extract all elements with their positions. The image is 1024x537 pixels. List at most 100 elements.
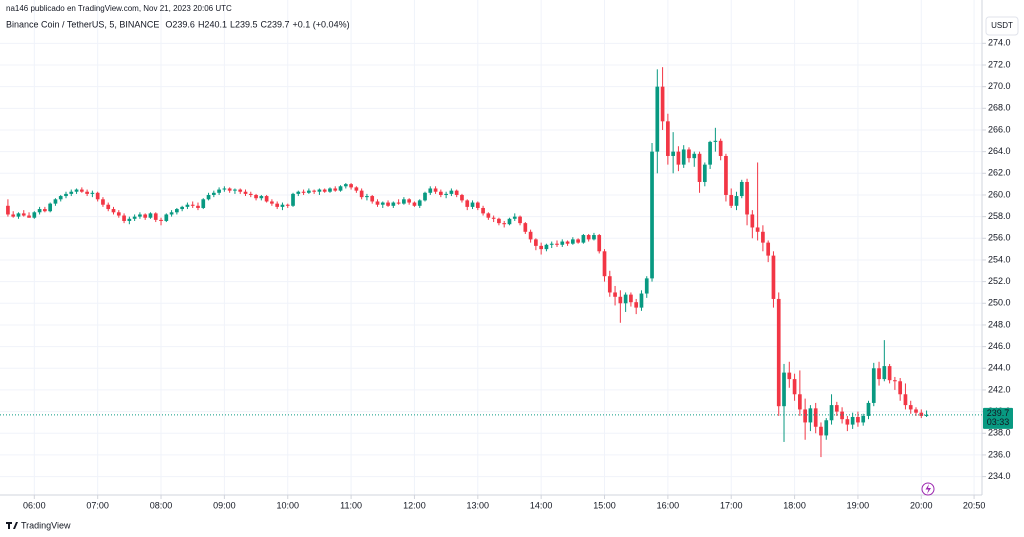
candle-body — [85, 191, 89, 194]
y-tick-label: 248.0 — [988, 319, 1011, 329]
candle-body — [914, 409, 918, 413]
candle-body — [175, 209, 179, 213]
x-tick-label: 12:00 — [403, 500, 426, 510]
candle-body — [301, 191, 306, 193]
candle-body — [871, 368, 876, 403]
candle-body — [655, 86, 660, 152]
candle-body — [74, 189, 79, 192]
candle-body — [248, 193, 253, 195]
candle-body — [692, 153, 697, 159]
candle-body — [169, 212, 174, 215]
candle-body — [787, 372, 792, 380]
candle-body — [322, 189, 327, 192]
y-tick-label: 246.0 — [988, 341, 1011, 351]
candle-body — [438, 191, 443, 195]
candle-body — [808, 408, 813, 423]
candle-body — [206, 194, 211, 200]
candle-body — [365, 196, 369, 198]
y-tick-label: 252.0 — [988, 276, 1011, 286]
candle-body — [518, 216, 522, 224]
candle-body — [629, 294, 633, 303]
candle-body — [95, 192, 100, 200]
x-tick-label: 06:00 — [23, 500, 46, 510]
candle-body — [391, 202, 396, 206]
candle-body — [718, 140, 723, 156]
candle-body — [644, 278, 649, 294]
candle-body — [908, 405, 913, 410]
candle-body — [829, 405, 834, 421]
candle-body — [259, 196, 264, 199]
candle-body — [417, 200, 422, 206]
candle-body — [43, 209, 47, 212]
x-tick-label: 17:00 — [720, 500, 743, 510]
last-price-label: 239.7 — [987, 408, 1010, 418]
ohlc-legend: L239.5 — [230, 19, 258, 29]
candle-body — [766, 242, 771, 256]
candle-body — [486, 213, 491, 218]
candle-body — [581, 235, 586, 243]
candle-body — [739, 181, 744, 197]
candle-body — [454, 190, 459, 195]
candle-body — [90, 192, 95, 194]
y-tick-label: 268.0 — [988, 103, 1011, 113]
candle-body — [312, 190, 316, 192]
candle-body — [343, 184, 348, 187]
candle-body — [475, 202, 480, 208]
candle-body — [349, 184, 353, 188]
candle-body — [824, 420, 829, 436]
candle-body — [227, 188, 232, 191]
y-tick-label: 234.0 — [988, 471, 1011, 481]
candle-body — [264, 196, 269, 202]
candle-body — [407, 199, 412, 203]
candle-body — [919, 412, 924, 416]
currency-button[interactable] — [985, 16, 1019, 36]
candle-body — [359, 190, 364, 198]
candle-body — [813, 408, 818, 427]
candle-body — [460, 194, 464, 201]
candle-body — [861, 415, 866, 423]
candle-body — [602, 251, 607, 277]
ohlc-legend: C239.7 — [261, 19, 290, 29]
candle-body — [211, 192, 216, 195]
candle-body — [882, 366, 887, 380]
candle-body — [243, 191, 248, 194]
y-tick-label: 260.0 — [988, 189, 1011, 199]
currency[interactable]: USDT — [991, 21, 1013, 30]
candle-body — [190, 204, 195, 206]
candle-body — [106, 204, 111, 210]
candle-body — [27, 215, 31, 218]
y-tick-label: 238.0 — [988, 428, 1011, 438]
candle-body — [386, 202, 390, 206]
candle-body — [502, 223, 507, 225]
candle-body — [671, 151, 675, 156]
candle-body — [296, 191, 301, 194]
candle-body — [634, 302, 639, 308]
candle-body — [798, 394, 802, 410]
y-tick-label: 256.0 — [988, 233, 1011, 243]
candle-body — [338, 186, 343, 191]
header: na146 publicado en TradingView.com, Nov … — [6, 4, 232, 13]
x-tick-label: 10:00 — [276, 500, 299, 510]
candle-body — [687, 149, 691, 159]
y-tick-label: 250.0 — [988, 298, 1011, 308]
y-tick-label: 274.0 — [988, 38, 1011, 48]
candle-body — [666, 121, 670, 156]
candle-body — [449, 190, 454, 194]
x-tick-label: 07:00 — [86, 500, 109, 510]
candle-body — [412, 202, 417, 206]
candle-body — [64, 193, 68, 197]
candle-body — [370, 196, 375, 202]
candle-body — [127, 218, 132, 221]
x-tick-label: 15:00 — [593, 500, 616, 510]
y-tick-label: 258.0 — [988, 211, 1011, 221]
countdown: 03:33 — [987, 417, 1010, 427]
ohlc-legend: O239.6 — [165, 19, 195, 29]
lightning[interactable] — [925, 484, 932, 494]
candle-body — [185, 204, 190, 207]
ohlc-legend: +0.1 (+0.04%) — [293, 19, 350, 29]
y-tick-label: 264.0 — [988, 146, 1011, 156]
y-tick-label: 272.0 — [988, 59, 1011, 69]
candle-body — [607, 276, 612, 293]
candle-body — [834, 405, 839, 412]
